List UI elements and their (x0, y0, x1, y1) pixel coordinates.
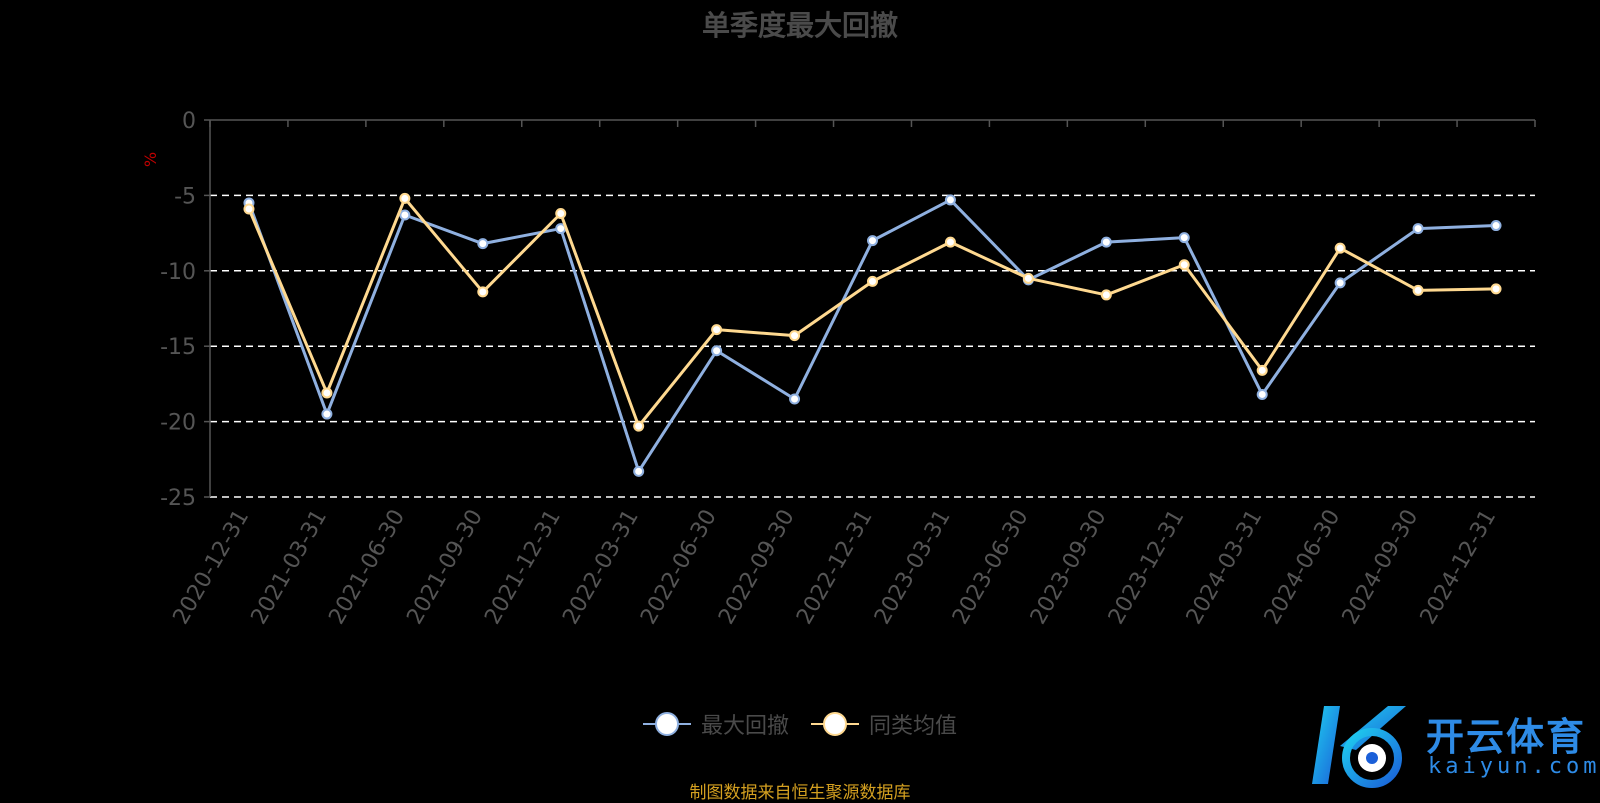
x-tick-label: 2023-12-31 (1104, 506, 1190, 629)
kaiyun-logo-icon (1312, 706, 1406, 788)
x-tick-label: 2021-12-31 (480, 506, 566, 629)
legend-swatch-series2-icon (811, 712, 859, 736)
legend-item-series1[interactable]: 最大回撤 (642, 708, 789, 740)
y-tick-label: -10 (160, 260, 196, 285)
legend-swatch-series1-icon (642, 712, 691, 736)
x-tick-label: 2020-12-31 (169, 506, 255, 629)
watermark-logo: 开云体育 kaiyun.com (1310, 700, 1596, 790)
data-point-series1 (1100, 236, 1112, 248)
x-tick-label: 2021-06-30 (324, 505, 410, 628)
y-tick-label: -25 (160, 486, 196, 511)
y-tick-label: -15 (160, 335, 196, 360)
chart-title: 单季度最大回撤 (701, 9, 898, 42)
line-chart: 0-5-10-15-20-252020-12-312021-03-312021-… (160, 109, 1536, 629)
legend-item-series2[interactable]: 同类均值 (811, 708, 957, 740)
data-point-series2 (1100, 289, 1112, 301)
x-tick-label: 2022-03-31 (558, 506, 644, 629)
y-tick-label: -20 (160, 411, 196, 436)
y-tick-label: -5 (174, 184, 196, 209)
data-point-series2 (477, 286, 489, 298)
data-point-series2 (243, 203, 255, 215)
data-source-note: 制图数据来自恒生聚源数据库 (689, 783, 911, 803)
data-point-series1 (477, 238, 489, 250)
data-point-series2 (1256, 364, 1268, 376)
data-point-series2 (555, 207, 567, 219)
data-point-series2 (1490, 283, 1502, 295)
series-line-2 (247, 196, 1497, 428)
legend-label-series2: 同类均值 (869, 714, 958, 739)
chart-legend: 最大回撤 同类均值 (0, 708, 1600, 740)
data-point-series1 (1490, 220, 1502, 232)
x-tick-label: 2023-09-30 (1026, 506, 1112, 629)
x-tick-label: 2023-03-31 (870, 506, 956, 629)
data-point-series1 (633, 465, 645, 477)
data-point-series2 (711, 324, 723, 336)
x-tick-label: 2024-03-31 (1182, 506, 1268, 629)
x-tick-label: 2024-06-30 (1260, 506, 1346, 629)
data-point-series1 (1178, 232, 1190, 244)
data-point-series1 (711, 345, 723, 357)
data-point-series2 (399, 192, 411, 204)
x-tick-label: 2021-09-30 (402, 506, 488, 629)
data-point-series1 (789, 393, 801, 405)
x-tick-label: 2024-09-30 (1338, 506, 1424, 629)
x-tick-label: 2021-03-31 (247, 506, 333, 629)
data-point-series1 (944, 194, 956, 206)
data-point-series2 (321, 387, 333, 399)
data-point-series1 (321, 408, 333, 420)
data-point-series1 (399, 209, 411, 221)
data-point-series2 (1178, 259, 1190, 271)
data-point-series2 (789, 330, 801, 342)
x-tick-label: 2022-09-30 (714, 506, 800, 629)
x-tick-label: 2024-12-31 (1416, 506, 1502, 629)
watermark-text-cn: 开云体育 (1426, 715, 1587, 759)
watermark-text-en: kaiyun.com (1428, 754, 1600, 779)
data-point-series2 (633, 420, 645, 432)
y-tick-label: 0 (182, 109, 196, 134)
data-point-series2 (1334, 242, 1346, 254)
data-point-series2 (1022, 272, 1034, 284)
legend-label-series1: 最大回撤 (700, 714, 789, 739)
x-tick-label: 2022-12-31 (792, 506, 878, 629)
data-point-series2 (867, 275, 878, 287)
data-point-series2 (944, 236, 956, 248)
data-point-series1 (1334, 277, 1346, 289)
data-point-series2 (1412, 284, 1424, 296)
data-point-series1 (1256, 388, 1268, 400)
x-tick-label: 2022-06-30 (636, 506, 722, 629)
data-point-series1 (867, 235, 878, 247)
data-point-series1 (1412, 223, 1424, 235)
x-tick-label: 2023-06-30 (948, 506, 1034, 629)
